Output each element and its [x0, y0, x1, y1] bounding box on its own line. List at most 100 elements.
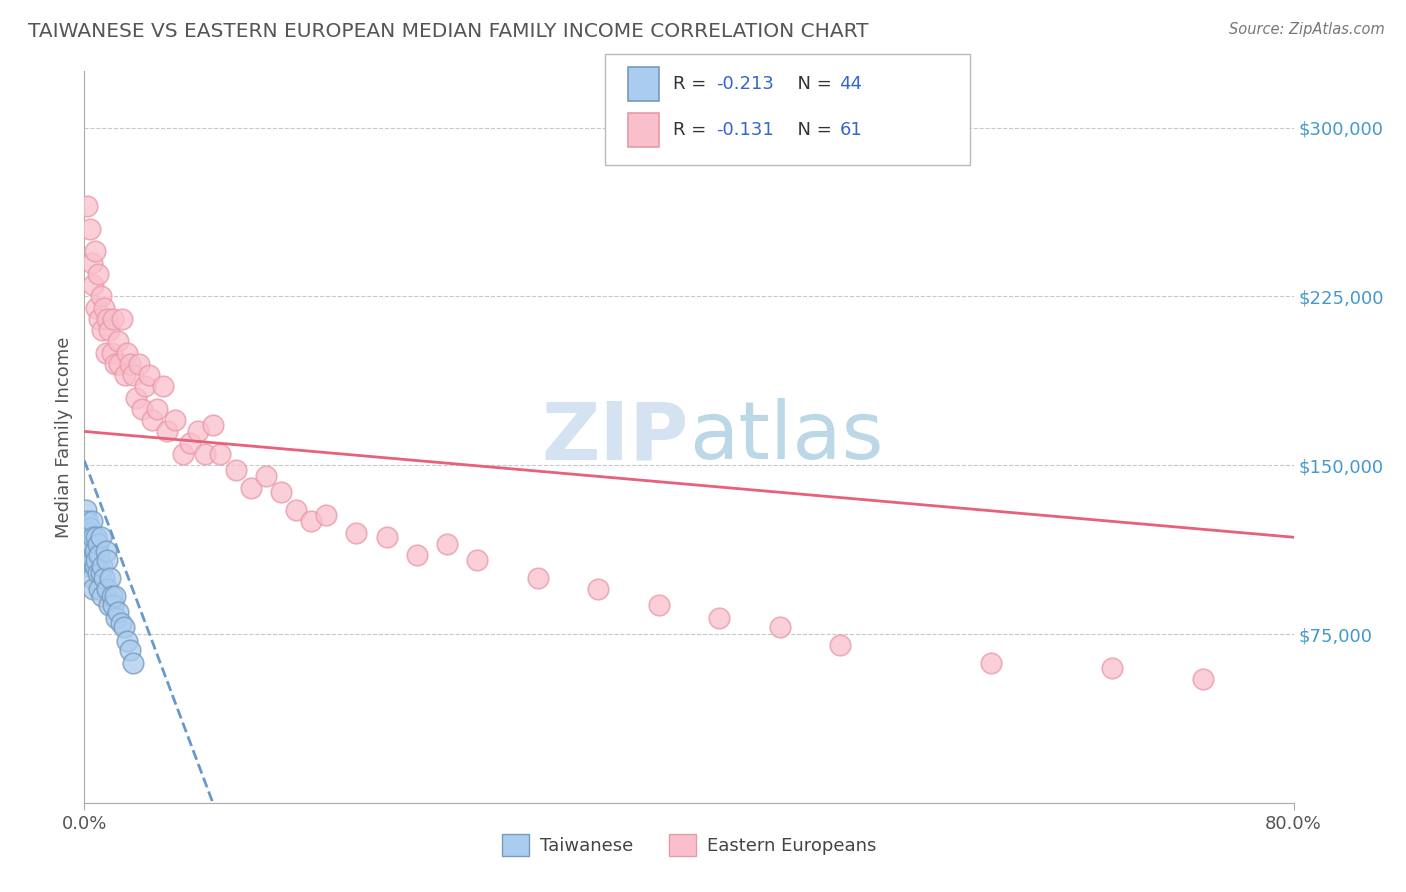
Text: atlas: atlas: [689, 398, 883, 476]
Point: [187, 425, 209, 439]
Point: [86, 553, 108, 567]
Point: [138, 368, 160, 383]
Point: [769, 620, 792, 634]
Point: [125, 391, 148, 405]
Point: [146, 401, 169, 416]
Point: [89, 548, 111, 562]
Point: [101, 312, 124, 326]
Point: [96, 312, 118, 326]
Point: [96, 553, 118, 567]
Point: [97, 598, 120, 612]
Point: [86, 530, 108, 544]
Point: [89, 312, 111, 326]
Text: R =: R =: [673, 75, 713, 93]
Point: [77, 525, 100, 540]
Point: [77, 559, 100, 574]
Text: Source: ZipAtlas.com: Source: ZipAtlas.com: [1229, 22, 1385, 37]
Point: [76, 515, 98, 529]
Point: [82, 553, 104, 567]
Point: [346, 525, 368, 540]
Point: [91, 589, 114, 603]
Point: [118, 357, 141, 371]
Point: [90, 566, 112, 581]
Point: [225, 463, 247, 477]
Point: [80, 515, 103, 529]
Point: [315, 508, 337, 522]
Point: [436, 537, 458, 551]
Point: [82, 582, 104, 596]
Point: [96, 582, 118, 596]
Text: 61: 61: [839, 121, 862, 139]
Point: [201, 417, 224, 432]
Point: [101, 598, 124, 612]
Point: [194, 447, 217, 461]
Point: [93, 301, 115, 315]
Point: [76, 530, 98, 544]
Text: -0.131: -0.131: [716, 121, 773, 139]
Point: [110, 615, 132, 630]
Text: N =: N =: [786, 121, 838, 139]
Point: [270, 485, 292, 500]
Point: [588, 582, 610, 596]
Point: [156, 425, 179, 439]
Point: [79, 521, 101, 535]
Point: [75, 503, 97, 517]
Text: TAIWANESE VS EASTERN EUROPEAN MEDIAN FAMILY INCOME CORRELATION CHART: TAIWANESE VS EASTERN EUROPEAN MEDIAN FAM…: [28, 22, 869, 41]
Point: [152, 379, 174, 393]
Point: [1192, 672, 1215, 686]
Point: [239, 481, 262, 495]
Point: [94, 345, 117, 359]
Point: [80, 255, 103, 269]
Point: [89, 582, 111, 596]
Point: [77, 543, 100, 558]
Point: [104, 589, 127, 603]
Point: [648, 598, 671, 612]
Point: [79, 553, 101, 567]
Point: [80, 537, 103, 551]
Point: [86, 301, 108, 315]
Text: ZIP: ZIP: [541, 398, 689, 476]
Point: [87, 267, 110, 281]
Point: [100, 345, 122, 359]
Point: [114, 368, 136, 383]
Text: 44: 44: [839, 75, 862, 93]
Point: [115, 633, 138, 648]
Point: [75, 537, 97, 551]
Point: [165, 413, 187, 427]
Point: [84, 559, 107, 574]
Point: [84, 543, 107, 558]
Point: [104, 357, 127, 371]
Point: [76, 553, 98, 567]
Point: [80, 571, 103, 585]
Point: [527, 571, 550, 585]
Point: [131, 401, 153, 416]
Point: [93, 571, 115, 585]
Legend: Taiwanese, Eastern Europeans: Taiwanese, Eastern Europeans: [495, 827, 883, 863]
Point: [254, 469, 277, 483]
Point: [94, 543, 117, 558]
Point: [375, 530, 398, 544]
Point: [209, 447, 232, 461]
Point: [179, 435, 201, 450]
Text: N =: N =: [786, 75, 838, 93]
Point: [90, 530, 112, 544]
Point: [285, 503, 308, 517]
Point: [709, 611, 731, 625]
Point: [467, 553, 489, 567]
Point: [112, 620, 135, 634]
Point: [118, 642, 141, 657]
Point: [76, 199, 98, 213]
Point: [100, 589, 122, 603]
Point: [91, 323, 114, 337]
Point: [830, 638, 852, 652]
Point: [87, 537, 110, 551]
Point: [406, 548, 429, 562]
Point: [1101, 661, 1123, 675]
Point: [128, 357, 150, 371]
Point: [105, 611, 128, 625]
Point: [121, 657, 143, 671]
Point: [79, 222, 101, 236]
Point: [97, 323, 120, 337]
Point: [107, 334, 129, 349]
Point: [108, 357, 131, 371]
